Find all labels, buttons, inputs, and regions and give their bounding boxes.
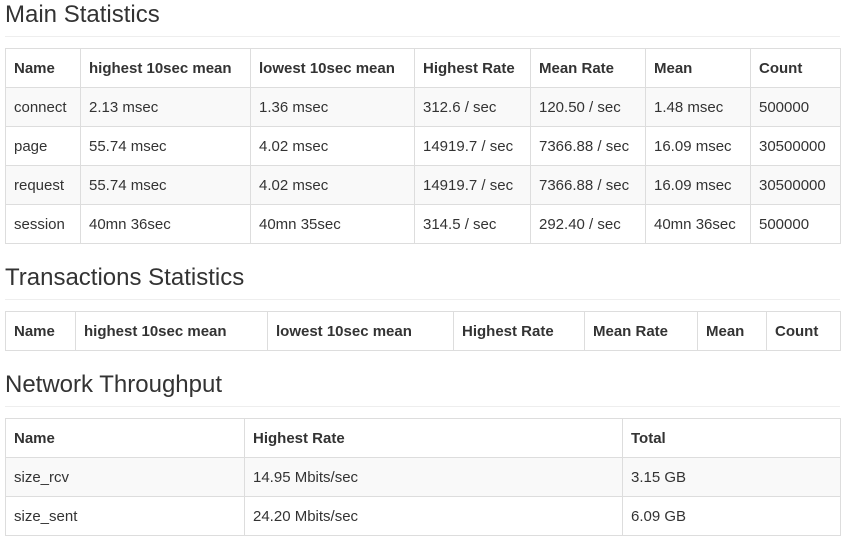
table-cell: 40mn 36sec <box>80 204 251 244</box>
table-cell: 14919.7 / sec <box>414 165 531 205</box>
column-header-highest-10sec-mean: highest 10sec mean <box>75 311 268 351</box>
table-cell: 312.6 / sec <box>414 87 531 127</box>
table-cell: session <box>5 204 81 244</box>
table-cell: 500000 <box>750 204 841 244</box>
table-cell: 314.5 / sec <box>414 204 531 244</box>
table-cell: 4.02 msec <box>250 165 415 205</box>
table-row: page 55.74 msec 4.02 msec 14919.7 / sec … <box>5 126 841 166</box>
column-header-highest-rate: Highest Rate <box>244 418 623 458</box>
heading-divider <box>5 36 840 37</box>
column-header-name: Name <box>5 311 76 351</box>
table-cell: 30500000 <box>750 165 841 205</box>
table-cell: 4.02 msec <box>250 126 415 166</box>
table-cell: size_rcv <box>5 457 245 497</box>
transactions-statistics-table: Name highest 10sec mean lowest 10sec mea… <box>5 311 841 351</box>
column-header-mean-rate: Mean Rate <box>530 48 646 88</box>
column-header-highest-rate: Highest Rate <box>453 311 585 351</box>
column-header-count: Count <box>750 48 841 88</box>
transactions-statistics-heading: Transactions Statistics <box>5 264 245 291</box>
table-cell: 6.09 GB <box>622 496 841 536</box>
column-header-count: Count <box>766 311 841 351</box>
table-cell: 14.95 Mbits/sec <box>244 457 623 497</box>
network-throughput-section: Network Throughput Name Highest Rate Tot… <box>5 370 841 536</box>
table-cell: 14919.7 / sec <box>414 126 531 166</box>
column-header-highest-10sec-mean: highest 10sec mean <box>80 48 251 88</box>
table-cell: 120.50 / sec <box>530 87 646 127</box>
heading-divider <box>5 406 840 407</box>
table-header-row: Name Highest Rate Total <box>5 418 841 458</box>
column-header-name: Name <box>5 48 81 88</box>
table-cell: page <box>5 126 81 166</box>
table-row: session 40mn 36sec 40mn 35sec 314.5 / se… <box>5 204 841 244</box>
table-row: request 55.74 msec 4.02 msec 14919.7 / s… <box>5 165 841 205</box>
column-header-total: Total <box>622 418 841 458</box>
column-header-lowest-10sec-mean: lowest 10sec mean <box>250 48 415 88</box>
table-cell: connect <box>5 87 81 127</box>
network-throughput-table: Name Highest Rate Total size_rcv 14.95 M… <box>5 418 841 536</box>
table-cell: 16.09 msec <box>645 165 751 205</box>
table-cell: 40mn 36sec <box>645 204 751 244</box>
table-header-row: Name highest 10sec mean lowest 10sec mea… <box>5 48 841 88</box>
table-row: size_rcv 14.95 Mbits/sec 3.15 GB <box>5 457 841 497</box>
table-row: connect 2.13 msec 1.36 msec 312.6 / sec … <box>5 87 841 127</box>
heading-divider <box>5 299 840 300</box>
table-cell: 7366.88 / sec <box>530 165 646 205</box>
table-cell: 7366.88 / sec <box>530 126 646 166</box>
table-cell: 40mn 35sec <box>250 204 415 244</box>
table-row: size_sent 24.20 Mbits/sec 6.09 GB <box>5 496 841 536</box>
main-statistics-table: Name highest 10sec mean lowest 10sec mea… <box>5 48 841 244</box>
table-cell: 55.74 msec <box>80 126 251 166</box>
table-cell: 3.15 GB <box>622 457 841 497</box>
table-cell: request <box>5 165 81 205</box>
network-throughput-heading: Network Throughput <box>5 371 223 398</box>
column-header-mean: Mean <box>697 311 767 351</box>
table-cell: 24.20 Mbits/sec <box>244 496 623 536</box>
table-cell: 1.36 msec <box>250 87 415 127</box>
main-statistics-section: Main Statistics Name highest 10sec mean … <box>5 0 841 244</box>
table-cell: 16.09 msec <box>645 126 751 166</box>
table-cell: 1.48 msec <box>645 87 751 127</box>
table-cell: 55.74 msec <box>80 165 251 205</box>
table-cell: 500000 <box>750 87 841 127</box>
table-cell: 2.13 msec <box>80 87 251 127</box>
column-header-highest-rate: Highest Rate <box>414 48 531 88</box>
table-header-row: Name highest 10sec mean lowest 10sec mea… <box>5 311 841 351</box>
table-cell: 292.40 / sec <box>530 204 646 244</box>
column-header-mean: Mean <box>645 48 751 88</box>
main-statistics-heading: Main Statistics <box>5 1 160 28</box>
column-header-name: Name <box>5 418 245 458</box>
table-cell: size_sent <box>5 496 245 536</box>
column-header-lowest-10sec-mean: lowest 10sec mean <box>267 311 454 351</box>
column-header-mean-rate: Mean Rate <box>584 311 698 351</box>
table-cell: 30500000 <box>750 126 841 166</box>
transactions-statistics-section: Transactions Statistics Name highest 10s… <box>5 263 841 351</box>
